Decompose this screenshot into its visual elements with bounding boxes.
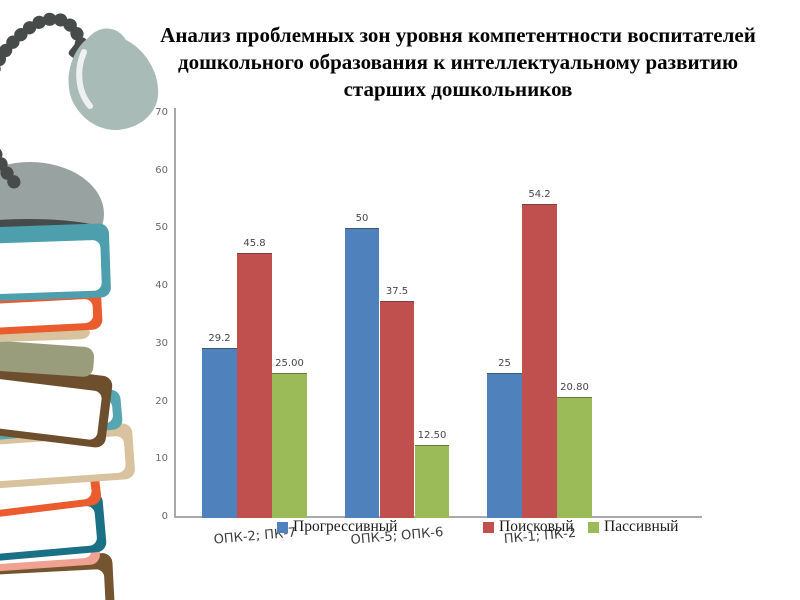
bar-value-label: 29.2 — [208, 333, 231, 345]
bar — [522, 204, 557, 518]
slide-title-line: Анализ проблемных зон уровня компетентно… — [160, 23, 756, 47]
y-axis-tick-label: 10 — [155, 453, 168, 465]
legend-item: Пассивный — [588, 518, 678, 536]
legend-item: Поисковый — [483, 518, 574, 536]
legend-label: Пассивный — [604, 518, 679, 535]
bar-value-label: 25 — [498, 357, 511, 369]
book — [0, 361, 113, 448]
bar — [272, 372, 307, 518]
bar — [557, 396, 592, 518]
book — [0, 289, 103, 336]
bar-value-label: 45.8 — [243, 237, 266, 249]
lamp-head-highlight — [76, 49, 93, 109]
bar-value-label: 25.00 — [275, 357, 304, 369]
legend-swatch — [588, 521, 599, 533]
legend-label: Прогрессивный — [293, 518, 398, 535]
book — [0, 339, 95, 377]
bar-value-label: 12.50 — [417, 429, 447, 441]
y-axis-tick-label: 0 — [161, 511, 168, 522]
bar — [487, 372, 522, 518]
slide-title: Анализ проблемных зон уровня компетентно… — [130, 22, 786, 103]
bar — [414, 444, 449, 518]
slide-title-line: дошкольного образования к интеллектуальн… — [177, 50, 739, 74]
bar-value-label: 37.5 — [385, 285, 409, 297]
y-axis-tick-label: 30 — [155, 337, 168, 349]
bar — [379, 300, 414, 518]
slide-title-line: старших дошкольников — [343, 77, 573, 101]
y-axis-line — [174, 108, 176, 518]
legend-label: Поисковый — [499, 518, 574, 535]
book — [0, 553, 116, 600]
y-axis-tick-label: 60 — [155, 164, 168, 176]
y-axis-tick-label: 50 — [155, 222, 168, 234]
bar-value-label: 20.80 — [560, 381, 589, 393]
bar — [202, 348, 237, 518]
legend-item: Прогрессивный — [277, 518, 397, 536]
legend-swatch — [483, 521, 494, 533]
book — [0, 223, 111, 302]
bar-value-label: 50 — [355, 213, 369, 225]
y-axis-tick-label: 40 — [155, 280, 168, 292]
bar — [344, 228, 379, 518]
y-axis-tick-label: 20 — [155, 395, 168, 407]
legend-swatch — [277, 521, 288, 533]
bar-value-label: 54.2 — [528, 189, 551, 201]
bar — [237, 252, 272, 518]
y-axis-tick-label: 70 — [155, 107, 168, 118]
